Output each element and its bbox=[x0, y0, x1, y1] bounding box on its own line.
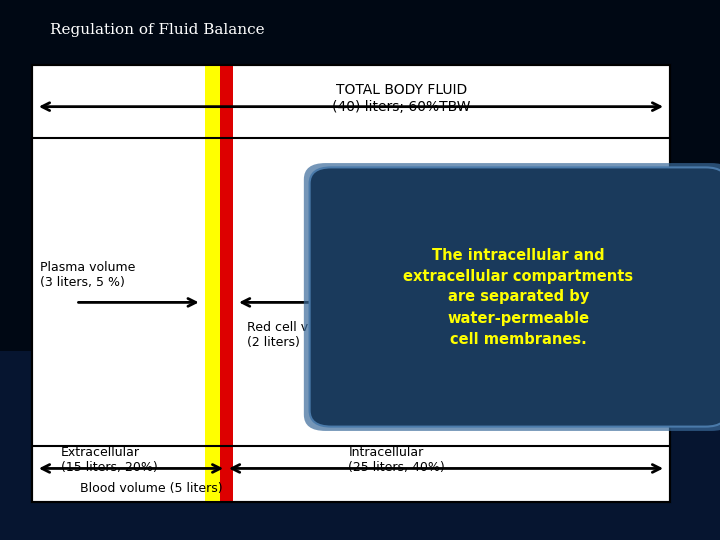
Text: Plasma volume
(3 liters, 5 %): Plasma volume (3 liters, 5 %) bbox=[40, 261, 135, 289]
Text: Extracellular
(15 liters, 20%): Extracellular (15 liters, 20%) bbox=[61, 447, 158, 474]
Text: Red cell volume
(2 liters): Red cell volume (2 liters) bbox=[247, 321, 347, 349]
FancyBboxPatch shape bbox=[205, 65, 220, 502]
Text: TOTAL BODY FLUID
(40) liters; 60%TBW: TOTAL BODY FLUID (40) liters; 60%TBW bbox=[332, 84, 471, 113]
FancyBboxPatch shape bbox=[310, 167, 720, 427]
Text: The intracellular and
extracellular compartments
are separated by
water-permeabl: The intracellular and extracellular comp… bbox=[403, 247, 634, 347]
Text: Regulation of Fluid Balance: Regulation of Fluid Balance bbox=[50, 23, 265, 37]
Text: Intracellular
(25 liters, 40%): Intracellular (25 liters, 40%) bbox=[348, 447, 445, 474]
FancyBboxPatch shape bbox=[220, 65, 233, 502]
Text: Blood volume (5 liters): Blood volume (5 liters) bbox=[79, 482, 222, 495]
FancyBboxPatch shape bbox=[0, 351, 720, 540]
FancyBboxPatch shape bbox=[304, 163, 720, 431]
FancyBboxPatch shape bbox=[32, 65, 670, 502]
